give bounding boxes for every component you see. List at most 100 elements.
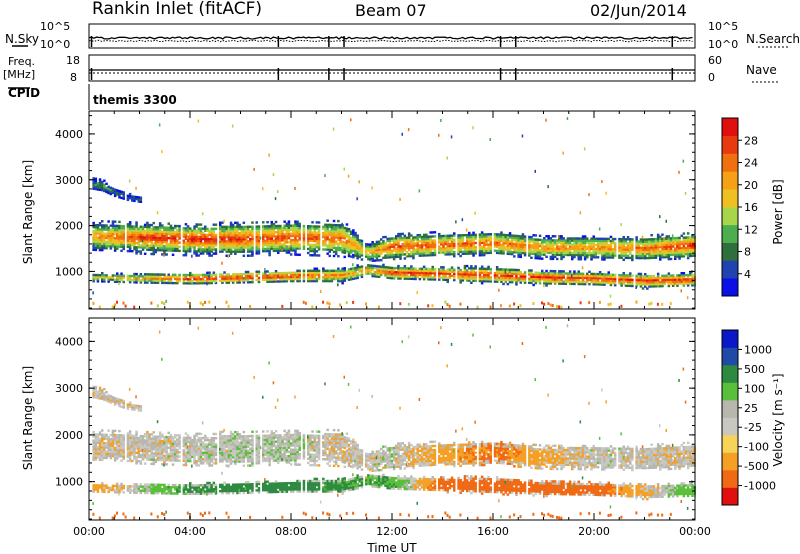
power-cell [307, 239, 310, 242]
power-cell [639, 283, 643, 286]
power-cell [504, 246, 507, 249]
power-cell [590, 256, 593, 259]
power-cell [407, 236, 411, 239]
power-cell [109, 186, 113, 189]
power-cell [641, 281, 645, 284]
power-cell [225, 248, 228, 251]
power-cell [506, 250, 510, 253]
velocity-cell [92, 431, 95, 434]
power-cell [667, 276, 671, 279]
power-cell [375, 275, 379, 278]
power-cell [534, 248, 537, 252]
power-cell [534, 281, 537, 285]
power-cell [629, 284, 632, 288]
power-cell [410, 254, 413, 258]
velocity-cell [128, 487, 132, 490]
power-cell [139, 246, 143, 249]
power-cell [116, 239, 119, 242]
power-cell [201, 212, 204, 216]
power-cell [560, 239, 563, 242]
nsearch-tick-top: 10^5 [708, 20, 738, 33]
power-cell [285, 247, 289, 250]
power-cell [392, 266, 396, 270]
power-cell [395, 253, 398, 256]
power-cell [468, 267, 471, 270]
power-cell [691, 236, 694, 239]
power-cell [352, 247, 355, 251]
power-cell [161, 236, 164, 240]
power-cell [292, 245, 295, 248]
power-cell [249, 281, 252, 284]
power-cell [613, 250, 617, 253]
power-cell [146, 279, 149, 282]
power-cell [431, 276, 434, 279]
power-cell [493, 245, 497, 248]
power-cell [103, 274, 106, 277]
power-cell [577, 243, 580, 246]
power-cell [210, 227, 213, 230]
power-cell [474, 271, 477, 274]
power-cell [448, 249, 452, 252]
power-cell [611, 281, 615, 285]
power-cell [249, 229, 252, 233]
power-cell [465, 271, 469, 274]
power-cell [609, 252, 613, 255]
power-cell [504, 268, 507, 271]
power-cell [326, 271, 329, 274]
power-cell [605, 237, 608, 241]
power-cell [556, 241, 559, 244]
power-cell [678, 274, 681, 277]
power-cell [629, 244, 632, 247]
power-cell [388, 249, 392, 253]
power-cell [236, 246, 239, 249]
power-cell [656, 254, 660, 257]
power-cell [326, 275, 329, 279]
power-cell [382, 256, 385, 259]
power-cell [669, 243, 673, 246]
power-cell [264, 272, 267, 275]
power-cell [510, 278, 514, 282]
velocity-cell [111, 431, 115, 435]
power-cell [189, 273, 192, 277]
power-cell [498, 288, 500, 292]
velocity-cell [126, 487, 130, 490]
power-cell [596, 281, 600, 284]
power-cell [257, 280, 261, 284]
power-cell [418, 271, 422, 275]
power-cell [289, 247, 293, 250]
power-cell [575, 278, 578, 281]
power-cell [214, 248, 218, 251]
power-cell [347, 278, 351, 281]
power-cell [176, 224, 179, 228]
power-cell [315, 225, 319, 228]
power-cell [356, 264, 359, 267]
power-cell [165, 228, 168, 231]
power-cell [332, 277, 336, 281]
power-cell [661, 245, 664, 249]
power-cell [234, 246, 237, 249]
power-cell [631, 242, 634, 245]
power-cell [255, 221, 258, 224]
power-cell [609, 277, 613, 280]
power-cell [635, 300, 638, 304]
power-cell [506, 270, 510, 273]
power-cell [302, 275, 306, 279]
power-cell [422, 269, 426, 273]
power-cell [431, 231, 434, 234]
velocity-cell [118, 442, 121, 445]
power-cell [315, 237, 319, 241]
power-cell [487, 251, 490, 255]
power-cell [161, 249, 164, 252]
power-cell [412, 244, 415, 247]
power-cell [410, 265, 413, 268]
power-cell [219, 242, 222, 245]
power-cell [403, 242, 407, 246]
power-cell [598, 241, 602, 245]
power-cell [204, 229, 207, 232]
power-cell [302, 237, 306, 240]
power-cell [472, 248, 475, 251]
power-cell [545, 274, 548, 277]
power-cell [111, 191, 115, 195]
power-cell [373, 251, 377, 254]
power-cell [601, 279, 604, 282]
